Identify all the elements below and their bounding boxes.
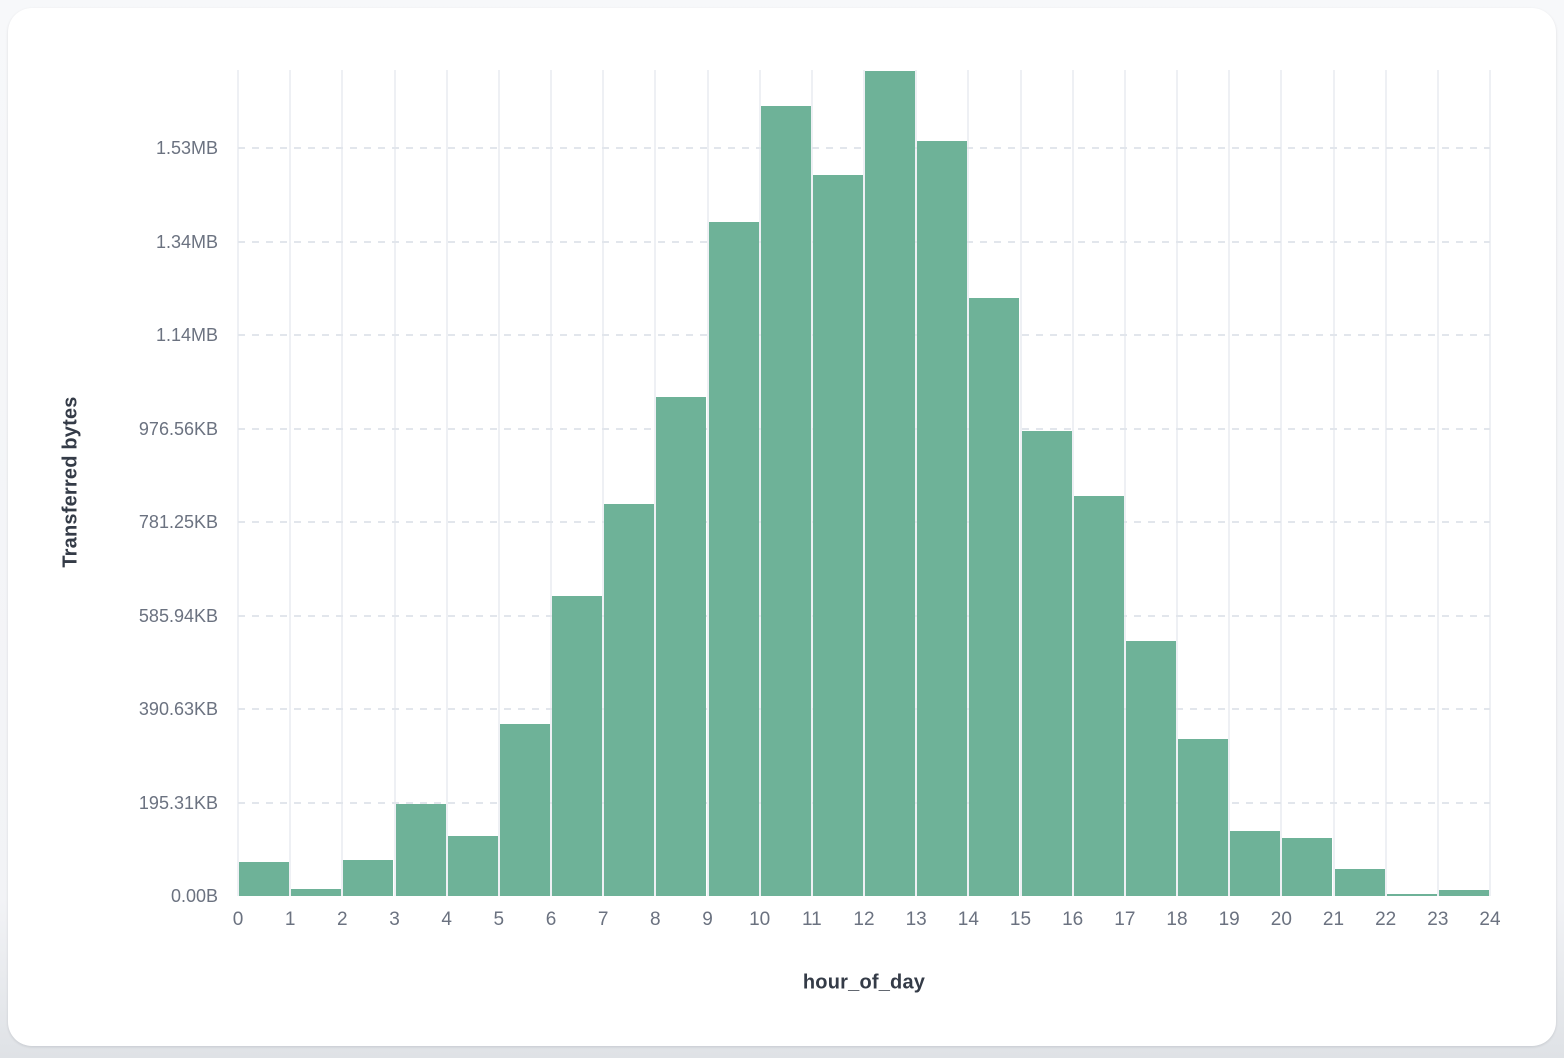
bar-hour-15[interactable] [1021,431,1072,896]
vertical-gridline [1280,70,1283,896]
bar-hour-16[interactable] [1073,496,1124,896]
vertical-gridline [1123,70,1126,896]
bar-hour-12[interactable] [865,70,916,896]
vertical-gridline [1176,70,1178,896]
bar-hour-10[interactable] [760,106,811,896]
horizontal-gridline [238,521,1490,524]
vertical-gridline [602,70,605,896]
bar-hour-7[interactable] [604,504,655,896]
bar-hour-17[interactable] [1125,641,1176,896]
vertical-gridline [445,70,448,896]
vertical-gridline [1071,70,1074,896]
bar-hour-1[interactable] [291,889,342,896]
horizontal-gridline [238,708,1490,711]
vertical-gridline [341,70,344,896]
vertical-gridline [393,70,396,896]
vertical-gridline [1489,70,1491,896]
bar-hour-9[interactable] [708,222,759,896]
vertical-gridline [550,70,552,896]
bar-hour-8[interactable] [656,397,707,896]
bar-hour-6[interactable] [552,596,603,896]
bar-hour-21[interactable] [1334,868,1385,896]
vertical-gridline [810,70,813,896]
vertical-gridline [654,70,657,896]
bar-hour-20[interactable] [1282,837,1333,896]
bar-hour-2[interactable] [343,859,394,896]
bar-hour-23[interactable] [1438,890,1489,896]
vertical-gridline [1436,70,1439,896]
bar-hour-0[interactable] [239,861,290,896]
vertical-gridline [967,70,970,896]
vertical-gridline [1228,70,1231,896]
bar-hour-11[interactable] [812,175,863,896]
vertical-gridline [863,70,865,896]
vertical-gridline [1384,70,1387,896]
vertical-gridline [289,70,292,896]
horizontal-gridline [238,427,1490,430]
x-axis-title: hour_of_day [802,971,926,994]
bar-hour-18[interactable] [1178,739,1229,896]
plot-area [237,70,1491,896]
vertical-gridline [497,70,500,896]
bar-hour-14[interactable] [969,298,1020,896]
bar-hour-19[interactable] [1230,831,1281,896]
vertical-gridline [758,70,761,896]
bar-hour-13[interactable] [917,141,968,896]
horizontal-gridline [238,240,1490,243]
bar-hour-4[interactable] [447,836,498,896]
horizontal-gridline [238,147,1490,150]
horizontal-gridline [238,614,1490,617]
horizontal-gridline [238,334,1490,337]
vertical-gridline [706,70,709,896]
vertical-gridline [1019,70,1022,896]
vertical-gridline [1332,70,1335,896]
y-axis-title: Transferred bytes [59,396,82,568]
vertical-gridline [237,70,239,896]
vertical-gridline [915,70,918,896]
bar-hour-3[interactable] [395,804,446,896]
horizontal-gridline [238,801,1490,804]
bar-hour-22[interactable] [1386,894,1437,896]
bar-hour-5[interactable] [499,723,550,896]
